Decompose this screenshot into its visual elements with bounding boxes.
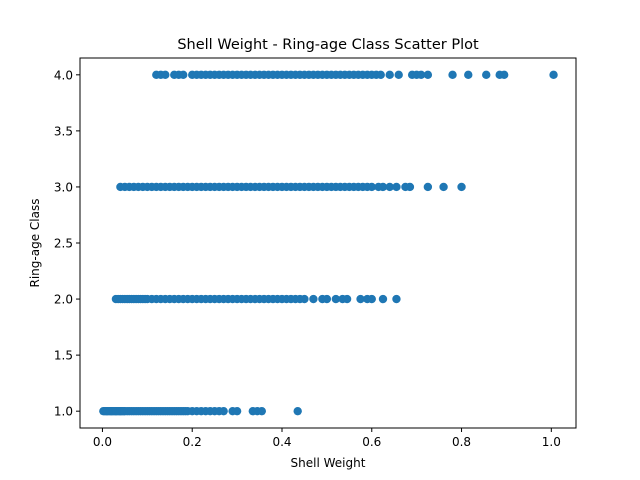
data-point (385, 70, 394, 80)
y-tick-label: 4.0 (54, 68, 73, 82)
data-point (331, 294, 341, 304)
data-point (385, 182, 394, 192)
data-point (378, 294, 388, 304)
x-tick-label: 0.6 (362, 435, 381, 449)
data-point (342, 294, 352, 304)
data-point (219, 406, 228, 416)
y-tick-label: 1.5 (54, 349, 73, 363)
x-tick-label: 0.0 (93, 435, 112, 449)
data-point (423, 182, 433, 192)
chart-title: Shell Weight - Ring-age Class Scatter Pl… (177, 37, 479, 53)
y-tick-label: 3.0 (54, 180, 73, 194)
x-tick-label: 0.4 (272, 435, 291, 449)
y-tick-label: 2.0 (54, 293, 73, 307)
y-tick-label: 2.5 (54, 237, 73, 251)
x-tick-label: 0.2 (183, 435, 202, 449)
x-tick-label: 0.8 (452, 435, 471, 449)
data-point (309, 294, 318, 304)
data-point (392, 182, 401, 192)
data-point (482, 70, 491, 80)
data-point (376, 70, 385, 80)
x-axis-ticks: 0.0 0.2 0.4 0.6 0.8 1.0 (93, 428, 561, 449)
data-point (293, 406, 302, 416)
data-point (378, 182, 388, 192)
data-point (448, 70, 457, 80)
data-point (549, 70, 558, 80)
x-tick-label: 1.0 (542, 435, 561, 449)
data-point (457, 182, 466, 192)
data-point (394, 70, 403, 80)
data-point (423, 70, 433, 80)
data-point (179, 70, 188, 80)
data-point (416, 70, 426, 80)
y-tick-label: 3.5 (54, 124, 73, 138)
data-points (99, 70, 558, 416)
plot-frame (79, 57, 577, 429)
x-axis-label: Shell Weight (291, 456, 366, 470)
data-point (499, 70, 509, 80)
data-point (367, 182, 376, 192)
y-axis-label: Ring-age Class (28, 199, 42, 288)
data-point (464, 70, 473, 80)
y-tick-label: 1.0 (54, 405, 73, 419)
data-point (405, 182, 415, 192)
data-point (232, 406, 242, 416)
data-point (439, 182, 448, 192)
data-point (356, 294, 365, 304)
data-point (161, 70, 170, 80)
data-point (300, 294, 309, 304)
data-point (322, 294, 332, 304)
y-axis-ticks: 1.0 1.5 2.0 2.5 3.0 3.5 4.0 (54, 68, 80, 419)
data-point (392, 294, 401, 304)
data-point (257, 406, 266, 416)
data-point (367, 294, 376, 304)
